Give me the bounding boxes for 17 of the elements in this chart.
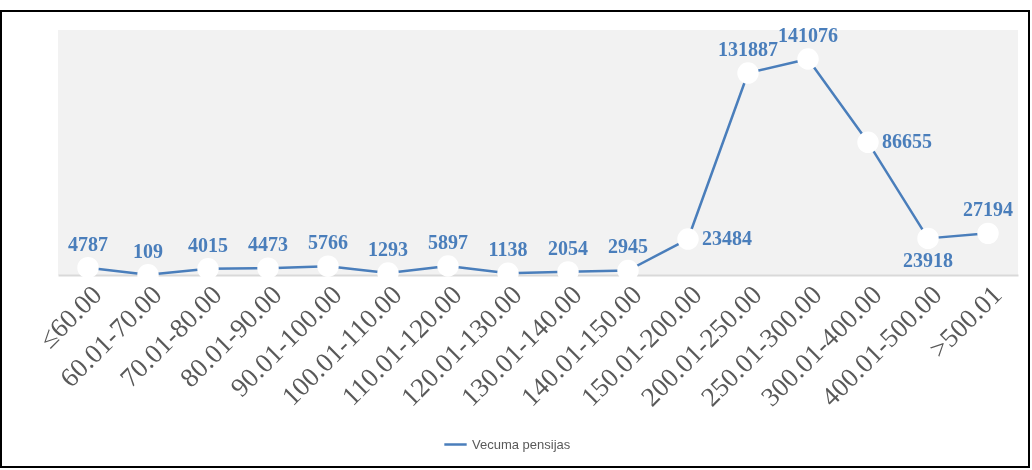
data-label: 86655 — [882, 130, 932, 153]
data-label: 1138 — [488, 238, 528, 261]
data-label: 23918 — [903, 249, 953, 272]
data-label: 4473 — [248, 233, 288, 256]
data-label: 5766 — [308, 231, 348, 254]
data-label: 23484 — [702, 227, 752, 250]
data-label: 1293 — [368, 238, 408, 261]
data-label: 4787 — [68, 232, 108, 255]
legend-label: Vecuma pensijas — [472, 436, 571, 452]
data-label: 109 — [133, 239, 163, 262]
data-label: 131887 — [718, 38, 778, 61]
data-label: 27194 — [963, 198, 1013, 221]
data-label: 2054 — [548, 236, 588, 259]
data-label: 2945 — [608, 235, 648, 258]
data-label: 5897 — [428, 230, 468, 253]
data-label: 4015 — [188, 233, 228, 256]
data-label: 141076 — [778, 23, 838, 46]
